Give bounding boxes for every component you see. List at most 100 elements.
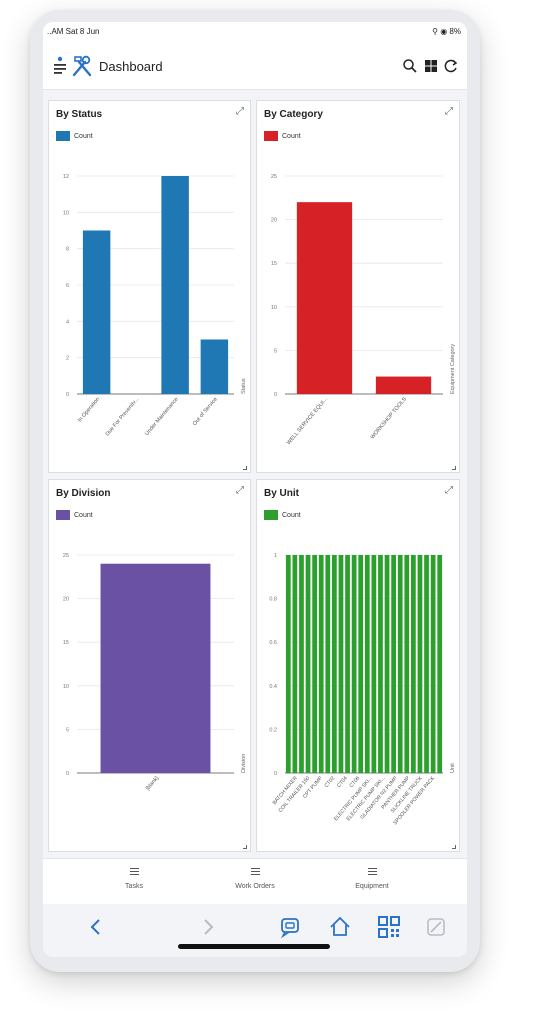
chart-bar <box>299 555 304 773</box>
x-axis-title: Unit <box>450 763 456 773</box>
qr-code-icon[interactable] <box>376 914 402 940</box>
browser-toolbar <box>43 904 467 957</box>
nav-label: Work Orders <box>235 883 275 890</box>
chart-legend: Count <box>56 130 93 142</box>
resize-handle[interactable] <box>243 845 247 849</box>
y-tick-label: 15 <box>271 261 277 267</box>
chart-bar <box>397 555 403 773</box>
forward-icon[interactable] <box>195 914 221 940</box>
page-title: Dashboard <box>99 59 163 74</box>
chart-bar <box>378 555 383 773</box>
expand-icon[interactable]: ⤢ <box>236 106 244 117</box>
legend-swatch <box>264 510 278 520</box>
card-title: By Division <box>56 488 111 499</box>
chart-bar <box>375 376 432 394</box>
x-tick-label: Out of Service <box>192 396 219 427</box>
chart-bar <box>371 555 377 773</box>
chart-legend: Count <box>264 509 301 521</box>
chart-bar <box>424 555 429 773</box>
legend-swatch <box>56 510 70 520</box>
nav-work-orders[interactable]: Work Orders <box>200 859 310 905</box>
tools-icon <box>72 55 92 77</box>
tablet-device-frame: ..AM Sat 8 Jun ⚲ ◉ 8% Dashboard <box>30 10 480 972</box>
home-icon[interactable] <box>327 914 353 940</box>
chart-legend: Count <box>56 509 93 521</box>
x-tick-label: [blank] <box>145 775 160 792</box>
y-tick-label: 0 <box>274 392 277 398</box>
y-tick-label: 15 <box>63 640 69 646</box>
y-tick-label: 10 <box>63 210 69 216</box>
grid-icon[interactable] <box>423 58 439 74</box>
chart-bar <box>404 555 410 773</box>
y-tick-label: 10 <box>271 305 277 311</box>
chart-bar <box>338 555 344 773</box>
card-title: By Status <box>56 109 103 120</box>
nav-equipment[interactable]: Equipment <box>317 859 427 905</box>
list-icon <box>250 868 260 877</box>
legend-label: Count <box>282 511 301 519</box>
chart-bar <box>384 555 390 773</box>
status-bar: ..AM Sat 8 Jun ⚲ ◉ 8% <box>43 22 467 44</box>
status-time: ..AM Sat 8 Jun <box>47 27 100 36</box>
chart-bar <box>292 555 298 773</box>
bar-chart-by-category: 0 5 10 15 20 25 WELL SERVICE EQUI... WORKSHOP T… <box>271 174 456 446</box>
y-tick-label: 20 <box>271 218 277 224</box>
y-tick-label: 1 <box>274 553 277 559</box>
x-tick-label: WELL SERVICE EQUI... <box>286 396 329 446</box>
x-tick-label: Under Maintenance <box>144 396 179 437</box>
x-tick-label: Due For Preventiv... <box>105 396 141 437</box>
chart-bar <box>358 555 364 773</box>
clear-icon[interactable] <box>423 914 449 940</box>
resize-handle[interactable] <box>243 466 247 470</box>
legend-swatch <box>264 131 278 141</box>
y-tick-label: 5 <box>66 727 69 733</box>
chart-bar <box>345 555 350 773</box>
y-tick-label: 5 <box>274 348 277 354</box>
chart-card-by-status: By Status ⤢ Count 0 2 4 6 8 10 12 In Operation D… <box>48 100 251 473</box>
app-screen: ..AM Sat 8 Jun ⚲ ◉ 8% Dashboard <box>43 22 467 957</box>
expand-icon[interactable]: ⤢ <box>445 485 453 496</box>
y-tick-label: 0 <box>66 771 69 777</box>
expand-icon[interactable]: ⤢ <box>445 106 453 117</box>
chart-bar <box>325 555 331 773</box>
x-axis-title: Status <box>241 378 247 394</box>
expand-icon[interactable]: ⤢ <box>236 485 244 496</box>
x-tick-label: In Operation <box>77 396 101 423</box>
y-tick-label: 6 <box>66 283 69 289</box>
chat-bot-icon[interactable] <box>277 914 303 940</box>
chart-bar <box>364 555 370 773</box>
chart-bar <box>411 555 416 773</box>
chart-bar <box>312 555 317 773</box>
legend-label: Count <box>282 132 301 140</box>
nav-tasks[interactable]: Tasks <box>79 859 189 905</box>
y-tick-label: 10 <box>63 684 69 690</box>
resize-handle[interactable] <box>452 845 456 849</box>
home-indicator <box>178 944 330 949</box>
chart-card-by-unit: By Unit ⤢ Count 0 0.2 0.4 0.6 0.8 1 BATCH MIXE… <box>256 479 460 852</box>
bottom-navigation: Tasks Work Orders Equipment <box>43 858 467 904</box>
resize-handle[interactable] <box>452 466 456 470</box>
search-icon[interactable] <box>402 58 418 74</box>
list-icon <box>129 868 139 877</box>
refresh-icon[interactable] <box>443 58 459 74</box>
y-tick-label: 20 <box>63 597 69 603</box>
x-axis-title: Division <box>241 754 247 773</box>
chart-bar <box>417 555 423 773</box>
status-system-indicators: ⚲ ◉ 8% <box>432 27 461 36</box>
x-tick-label: CT02 <box>324 775 337 789</box>
chart-bar <box>305 555 311 773</box>
bar-chart-by-status: 0 2 4 6 8 10 12 In Operation Due For Preventiv..… <box>63 174 247 437</box>
card-title: By Category <box>264 109 323 120</box>
chart-card-by-division: By Division ⤢ Count 0 5 10 15 20 25 [blank] Div… <box>48 479 251 852</box>
y-tick-label: 0 <box>66 392 69 398</box>
chart-bar <box>285 555 291 773</box>
chart-bar <box>318 555 324 773</box>
nav-label: Equipment <box>355 883 389 890</box>
legend-label: Count <box>74 132 93 140</box>
menu-icon[interactable] <box>53 56 67 76</box>
y-tick-label: 25 <box>271 174 277 180</box>
y-tick-label: 12 <box>63 174 69 180</box>
y-tick-label: 0.2 <box>269 727 277 733</box>
x-axis-title: Equipment Category <box>450 344 456 394</box>
back-icon[interactable] <box>83 914 109 940</box>
